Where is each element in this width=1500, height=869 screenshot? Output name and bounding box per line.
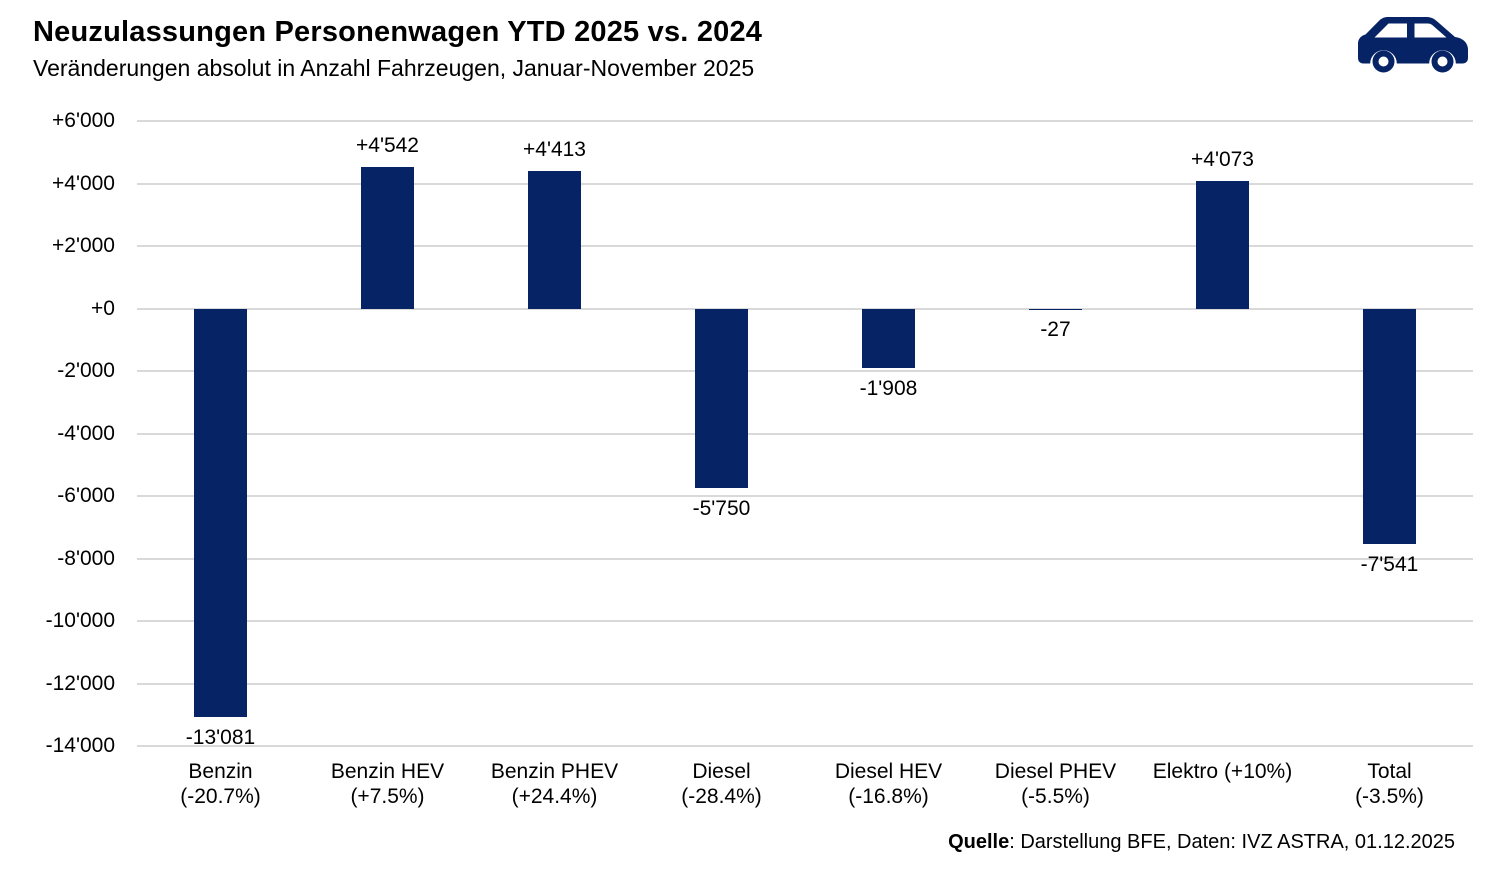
gridline [137, 120, 1473, 122]
bar-diesel-phev [1029, 308, 1082, 310]
bar-value-label: -1'908 [859, 377, 918, 401]
gridline [137, 245, 1473, 247]
zero-gridline [137, 307, 1473, 310]
x-axis-category-label: Total (-3.5%) [1306, 759, 1473, 809]
category-percent: (+7.5%) [350, 785, 425, 808]
category-name: Benzin PHEV [490, 760, 619, 783]
x-axis-category-label: Diesel HEV (-16.8%) [805, 759, 972, 809]
bar-value-label: -27 [1040, 318, 1071, 342]
bar-elektro-10 [1196, 181, 1249, 309]
bar-total [1363, 308, 1416, 545]
bar-diesel [695, 308, 748, 489]
bar-benzin [194, 308, 247, 718]
gridline [137, 682, 1473, 685]
category-percent: (+24.4%) [511, 785, 598, 808]
bar-value-label: +4'413 [523, 137, 586, 161]
y-axis-tick-label: +6'000 [52, 109, 115, 132]
gridline [137, 370, 1473, 372]
bar-value-label: +4'542 [356, 133, 419, 157]
y-axis-tick-label: +0 [91, 296, 115, 320]
y-axis-tick-label: -8'000 [57, 546, 115, 570]
gridline [137, 495, 1473, 497]
bar-value-label: -7'541 [1360, 553, 1419, 577]
category-percent: (-5.5%) [1021, 785, 1090, 808]
category-percent: (-16.8%) [848, 785, 929, 808]
category-name: Diesel [692, 760, 751, 783]
y-axis-tick-label: +4'000 [52, 171, 115, 195]
y-axis-tick-label: +2'000 [52, 234, 115, 257]
bar-value-label: -13'081 [185, 726, 256, 750]
bar-benzin-phev [528, 170, 581, 309]
source-note: Quelle: Darstellung BFE, Daten: IVZ ASTR… [948, 831, 1455, 854]
gridline [137, 620, 1473, 622]
x-axis-category-label: Benzin HEV (+7.5%) [304, 759, 471, 809]
page-title: Neuzulassungen Personenwagen YTD 2025 vs… [33, 16, 763, 48]
gridline [137, 557, 1473, 560]
bar-benzin-hev [361, 166, 414, 309]
bar-value-label: +4'073 [1191, 148, 1254, 172]
y-axis-tick-label: -2'000 [57, 359, 115, 382]
category-percent: (-28.4%) [681, 785, 762, 808]
bar-diesel-hev [862, 308, 915, 369]
y-axis-tick-label: -12'000 [45, 671, 115, 695]
category-percent: (-3.5%) [1355, 785, 1424, 808]
category-name: Total [1367, 760, 1412, 783]
category-name: Diesel HEV [834, 760, 943, 783]
x-axis-category-label: Benzin PHEV (+24.4%) [471, 759, 638, 809]
page-subtitle: Veränderungen absolut in Anzahl Fahrzeug… [33, 55, 755, 81]
source-label: Quelle [948, 831, 1010, 853]
x-axis-category-label: Benzin (-20.7%) [137, 759, 304, 809]
y-axis-tick-label: -6'000 [57, 484, 115, 507]
y-axis-tick-label: -14'000 [45, 734, 115, 757]
category-name: Benzin HEV [330, 760, 445, 783]
category-percent: (-20.7%) [180, 785, 261, 808]
y-axis-tick-label: -4'000 [57, 421, 115, 445]
gridline [137, 182, 1473, 185]
bar-value-label: -5'750 [692, 497, 751, 521]
gridline [137, 432, 1473, 435]
category-name: Benzin [188, 760, 253, 783]
source-text: : Darstellung BFE, Daten: IVZ ASTRA, 01.… [1009, 831, 1455, 853]
car-icon [1358, 17, 1468, 73]
gridline [137, 745, 1473, 747]
x-axis-category-label: Diesel PHEV (-5.5%) [972, 759, 1139, 809]
x-axis-category-label: Diesel (-28.4%) [638, 759, 805, 809]
category-name: Elektro (+10%) [1152, 760, 1293, 783]
category-name: Diesel PHEV [994, 760, 1117, 783]
x-axis-category-label: Elektro (+10%) [1139, 759, 1306, 784]
y-axis-tick-label: -10'000 [45, 609, 115, 632]
